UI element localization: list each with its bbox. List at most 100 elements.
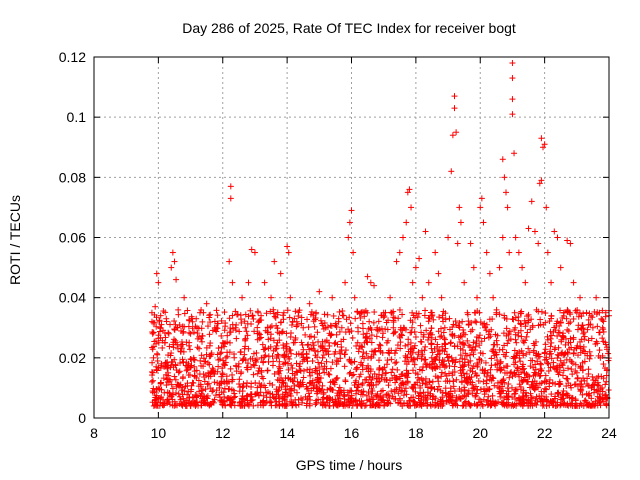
data-point bbox=[417, 322, 424, 329]
data-point bbox=[453, 397, 460, 404]
data-point bbox=[205, 380, 212, 387]
data-point bbox=[242, 343, 249, 350]
data-point bbox=[175, 390, 182, 397]
data-point bbox=[321, 320, 328, 327]
data-point bbox=[449, 369, 456, 376]
data-point bbox=[501, 342, 508, 349]
data-point bbox=[279, 328, 286, 335]
data-point bbox=[199, 387, 206, 394]
data-point bbox=[595, 382, 602, 389]
data-point bbox=[578, 313, 585, 320]
data-point bbox=[467, 357, 474, 364]
data-point bbox=[201, 378, 208, 385]
data-point bbox=[359, 325, 366, 332]
data-point bbox=[373, 333, 380, 340]
data-point bbox=[233, 335, 240, 342]
data-point bbox=[226, 349, 233, 356]
data-point bbox=[149, 359, 156, 366]
data-point bbox=[276, 330, 283, 337]
data-point bbox=[159, 344, 166, 351]
data-point bbox=[518, 333, 525, 340]
data-point bbox=[554, 333, 561, 340]
data-point bbox=[177, 360, 184, 367]
data-point bbox=[473, 390, 480, 397]
chart-title: Day 286 of 2025, Rate Of TEC Index for r… bbox=[182, 20, 516, 36]
data-point bbox=[511, 309, 518, 316]
data-point bbox=[356, 373, 363, 380]
data-point bbox=[155, 335, 162, 342]
data-point bbox=[314, 329, 321, 336]
data-point bbox=[481, 320, 488, 327]
data-point bbox=[215, 363, 222, 370]
data-point bbox=[319, 382, 326, 389]
data-point bbox=[548, 391, 555, 398]
data-point bbox=[167, 321, 174, 328]
data-point bbox=[546, 376, 553, 383]
data-point bbox=[475, 334, 482, 341]
data-point bbox=[199, 318, 206, 325]
data-point bbox=[470, 351, 477, 358]
data-point bbox=[161, 389, 168, 396]
data-point bbox=[392, 360, 399, 367]
data-point bbox=[483, 321, 490, 328]
data-point bbox=[160, 375, 167, 382]
data-point bbox=[170, 344, 177, 351]
data-point bbox=[543, 386, 550, 393]
data-point bbox=[241, 351, 248, 358]
data-point bbox=[244, 360, 251, 367]
data-point bbox=[218, 317, 225, 324]
data-point bbox=[371, 370, 378, 377]
data-point bbox=[208, 401, 215, 408]
data-point bbox=[243, 328, 250, 335]
data-point bbox=[288, 350, 295, 357]
data-point bbox=[487, 333, 494, 340]
data-point bbox=[477, 349, 484, 356]
data-point bbox=[458, 333, 465, 340]
data-point bbox=[270, 337, 277, 344]
data-point bbox=[441, 358, 448, 365]
data-point bbox=[185, 342, 192, 349]
data-point bbox=[456, 324, 463, 331]
data-point bbox=[180, 395, 187, 402]
data-point bbox=[362, 335, 369, 342]
data-point bbox=[275, 398, 282, 405]
data-point bbox=[403, 391, 410, 398]
data-point bbox=[360, 331, 367, 338]
data-points bbox=[148, 60, 612, 409]
data-point bbox=[384, 391, 391, 398]
data-point bbox=[446, 363, 453, 370]
data-point bbox=[298, 314, 305, 321]
data-point bbox=[354, 339, 361, 346]
data-point bbox=[172, 376, 179, 383]
data-point bbox=[594, 323, 601, 330]
data-point bbox=[198, 338, 205, 345]
data-point bbox=[254, 370, 261, 377]
data-point bbox=[200, 355, 207, 362]
data-point bbox=[305, 390, 312, 397]
data-point bbox=[485, 334, 492, 341]
data-point bbox=[557, 357, 564, 364]
data-point bbox=[157, 365, 164, 372]
data-point bbox=[184, 307, 191, 314]
data-point bbox=[432, 395, 439, 402]
data-point bbox=[452, 356, 459, 363]
data-point bbox=[594, 381, 601, 388]
data-point bbox=[588, 312, 595, 319]
data-point bbox=[357, 314, 364, 321]
data-point bbox=[411, 328, 418, 335]
data-point bbox=[503, 315, 510, 322]
data-point bbox=[244, 379, 251, 386]
data-point bbox=[171, 373, 178, 380]
data-point bbox=[173, 367, 180, 374]
data-point bbox=[467, 351, 474, 358]
data-point bbox=[347, 320, 354, 327]
data-point bbox=[219, 365, 226, 372]
data-point bbox=[386, 395, 393, 402]
data-point bbox=[207, 319, 214, 326]
data-point bbox=[181, 388, 188, 395]
data-point bbox=[336, 308, 343, 315]
data-point bbox=[427, 329, 434, 336]
data-point bbox=[567, 319, 574, 326]
data-point bbox=[524, 313, 531, 320]
data-point bbox=[487, 366, 494, 373]
